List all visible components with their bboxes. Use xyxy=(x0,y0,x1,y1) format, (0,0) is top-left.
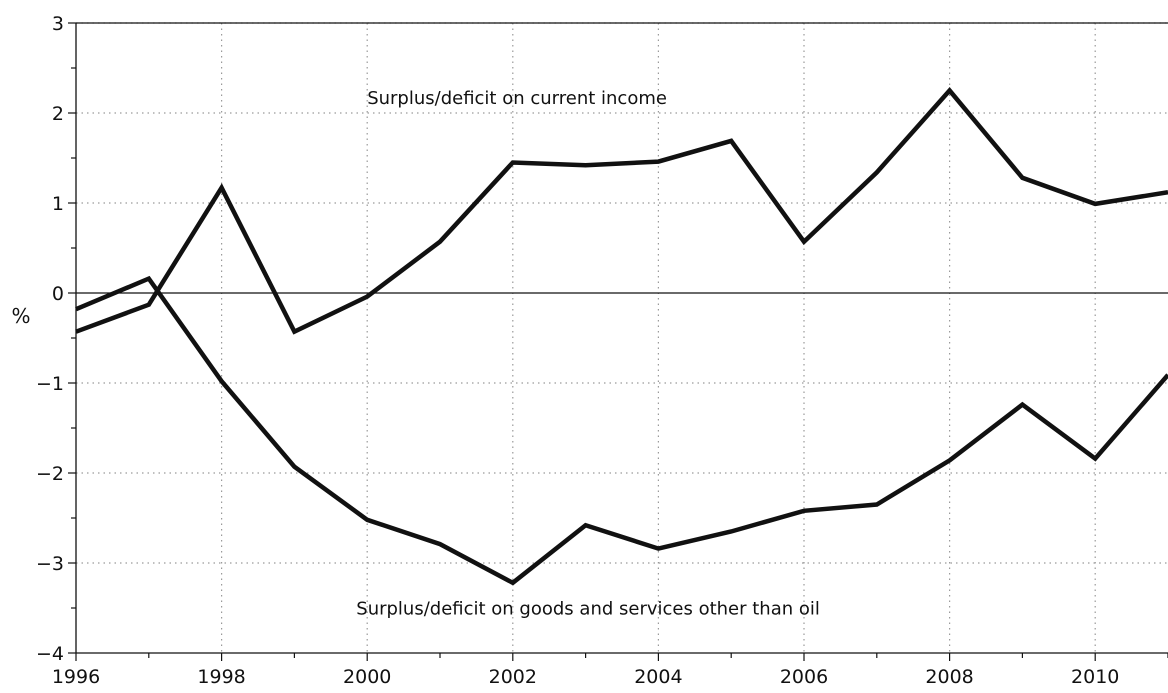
annotation-current-income: Surplus/deficit on current income xyxy=(367,88,667,109)
y-tick-label: 2 xyxy=(52,103,64,125)
y-tick-label: 1 xyxy=(52,193,64,215)
y-axis-label: % xyxy=(11,304,30,328)
axes xyxy=(75,22,1168,654)
y-axis-ticks: −4 −3 −2 −1 0 1 2 3 xyxy=(36,13,76,665)
x-tick-label: 2006 xyxy=(780,666,828,688)
x-axis-ticks: 1996 1998 2000 2002 2004 2006 2008 2010 xyxy=(52,653,1168,688)
y-tick-label: −4 xyxy=(36,643,64,665)
y-tick-label: −2 xyxy=(36,463,64,485)
x-tick-label: 1996 xyxy=(52,666,100,688)
grid xyxy=(76,22,1168,653)
series-lines xyxy=(75,87,1168,586)
x-tick-label: 2008 xyxy=(925,666,973,688)
x-tick-label: 1998 xyxy=(197,666,245,688)
y-tick-label: −1 xyxy=(36,373,64,395)
x-tick-label: 2010 xyxy=(1071,666,1119,688)
x-tick-label: 2002 xyxy=(489,666,537,688)
x-tick-label: 2004 xyxy=(634,666,682,688)
y-tick-label: 3 xyxy=(52,13,64,35)
series-line-goods-services xyxy=(75,275,1168,586)
y-tick-label: 0 xyxy=(52,283,64,305)
series-line-current-income xyxy=(75,87,1168,335)
annotations: Surplus/deficit on current income Surplus… xyxy=(356,88,820,619)
x-tick-label: 2000 xyxy=(343,666,391,688)
y-tick-label: −3 xyxy=(36,553,64,575)
annotation-goods-services: Surplus/deficit on goods and services ot… xyxy=(356,598,820,619)
